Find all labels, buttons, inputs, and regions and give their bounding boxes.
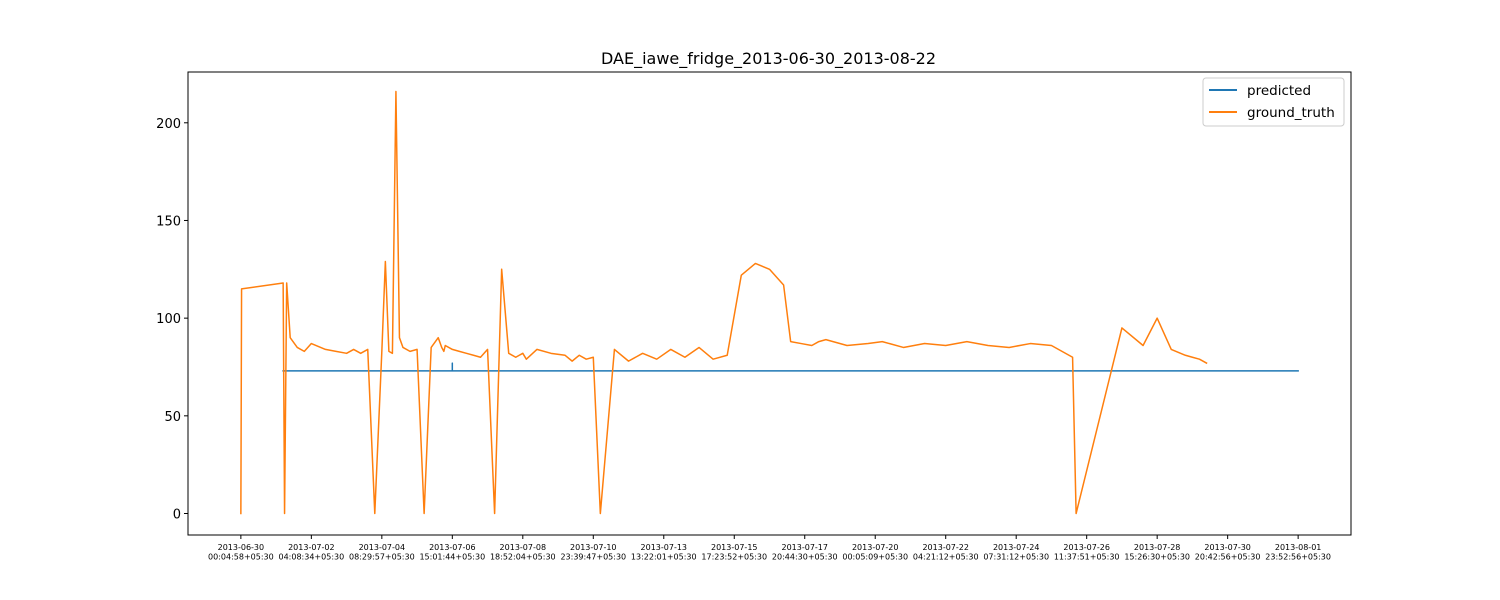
y-tick-label: 50 (164, 410, 181, 425)
x-tick-label-time: 15:26:30+05:30 (1124, 553, 1190, 562)
x-tick-label-time: 20:44:30+05:30 (772, 553, 838, 562)
x-tick-label-time: 04:21:12+05:30 (913, 553, 979, 562)
x-tick-label-date: 2013-07-08 (500, 543, 547, 552)
legend: predicted ground_truth (1202, 77, 1345, 127)
x-tick-label: 2013-07-26 11:37:51+05:30 (1054, 543, 1120, 562)
x-tick-label-time: 13:22:01+05:30 (631, 553, 697, 562)
x-tick-label: 2013-08-01 23:52:56+05:30 (1265, 543, 1331, 562)
x-tick-label-time: 04:08:34+05:30 (279, 553, 345, 562)
x-tick-label-date: 2013-08-01 (1275, 543, 1322, 552)
legend-label: predicted (1247, 83, 1311, 99)
y-tick-label: 200 (156, 117, 181, 132)
x-tick-label-date: 2013-07-06 (429, 543, 476, 552)
x-tick-label-date: 2013-07-04 (359, 543, 406, 552)
x-tick-label: 2013-07-08 18:52:04+05:30 (490, 543, 556, 562)
x-tick-label-time: 00:05:09+05:30 (842, 553, 908, 562)
chart-title: DAE_iawe_fridge_2013-06-30_2013-08-22 (601, 49, 936, 69)
x-tick-label-date: 2013-06-30 (218, 543, 265, 552)
legend-label: ground_truth (1247, 105, 1335, 121)
x-tick-label-time: 17:23:52+05:30 (701, 553, 767, 562)
x-tick-label-time: 20:42:56+05:30 (1195, 553, 1261, 562)
x-tick-label: 2013-07-02 04:08:34+05:30 (279, 543, 345, 562)
x-tick-label-date: 2013-07-10 (570, 543, 617, 552)
x-tick-label: 2013-07-22 04:21:12+05:30 (913, 543, 979, 562)
x-tick-label-date: 2013-07-30 (1204, 543, 1251, 552)
x-tick-label-time: 11:37:51+05:30 (1054, 553, 1120, 562)
x-tick-label-date: 2013-07-28 (1134, 543, 1181, 552)
x-tick-label-date: 2013-07-17 (781, 543, 828, 552)
series-line-ground-truth (240, 90, 1208, 515)
x-tick-label-time: 15:01:44+05:30 (419, 553, 485, 562)
x-tick-label: 2013-07-17 20:44:30+05:30 (772, 543, 838, 562)
x-tick-label: 2013-07-04 08:29:57+05:30 (349, 543, 415, 562)
x-tick-label: 2013-07-28 15:26:30+05:30 (1124, 543, 1190, 562)
x-tick-label: 2013-07-13 13:22:01+05:30 (631, 543, 697, 562)
x-tick-label: 2013-07-20 00:05:09+05:30 (842, 543, 908, 562)
x-tick-label-date: 2013-07-13 (641, 543, 688, 552)
x-tick-label: 2013-07-24 07:31:12+05:30 (983, 543, 1049, 562)
series-line-predicted (282, 362, 1299, 372)
x-axis: 2013-06-30 00:04:58+05:30 2013-07-02 04:08:… (208, 535, 1331, 562)
x-tick-label-time: 23:39:47+05:30 (560, 553, 626, 562)
y-axis: 0 50 100 150 200 (156, 117, 188, 523)
x-tick-label-date: 2013-07-15 (711, 543, 758, 552)
x-tick-label-date: 2013-07-24 (993, 543, 1040, 552)
axes-frame (187, 71, 1352, 536)
x-tick-label-time: 23:52:56+05:30 (1265, 553, 1331, 562)
x-tick-label: 2013-07-30 20:42:56+05:30 (1195, 543, 1261, 562)
x-tick-label: 2013-07-10 23:39:47+05:30 (560, 543, 626, 562)
x-tick-label-date: 2013-07-02 (288, 543, 335, 552)
series-layer (240, 90, 1299, 515)
y-tick-label: 100 (156, 312, 181, 327)
y-tick-label: 150 (156, 214, 181, 229)
x-tick-label-date: 2013-07-20 (852, 543, 899, 552)
x-tick-label: 2013-07-06 15:01:44+05:30 (419, 543, 485, 562)
legend-box (1202, 77, 1345, 127)
x-tick-label-time: 18:52:04+05:30 (490, 553, 556, 562)
x-tick-label-date: 2013-07-26 (1063, 543, 1110, 552)
y-tick-label: 0 (173, 508, 181, 523)
x-tick-label: 2013-07-15 17:23:52+05:30 (701, 543, 767, 562)
x-tick-label-time: 00:04:58+05:30 (208, 553, 274, 562)
x-tick-label: 2013-06-30 00:04:58+05:30 (208, 543, 274, 562)
x-tick-label-time: 07:31:12+05:30 (983, 553, 1049, 562)
x-tick-label-time: 08:29:57+05:30 (349, 553, 415, 562)
x-tick-label-date: 2013-07-22 (922, 543, 969, 552)
plot-area (187, 71, 1352, 536)
